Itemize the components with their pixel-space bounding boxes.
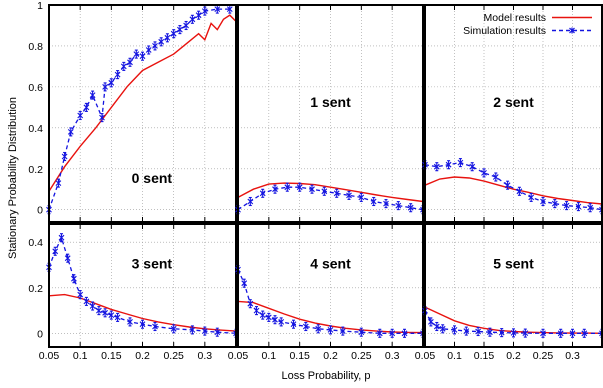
x-tick-label: 0.2 [506, 350, 521, 362]
panel-label: 2 sent [493, 94, 534, 110]
panel-label: 1 sent [310, 94, 351, 110]
simulation-point [140, 52, 145, 60]
simulation-point [242, 279, 247, 287]
simulation-point [96, 307, 101, 315]
x-axis-label: Loss Probability, p [281, 370, 370, 382]
panel-4: 0.05 0.1 0.15 0.2 0.25 0.3 4 sent [228, 224, 426, 362]
x-tick-label: 0.2 [323, 350, 338, 362]
panel-label: 5 sent [493, 255, 534, 271]
x-tick-label: 0.05 [228, 350, 249, 362]
legend-label-model: Model results [484, 12, 546, 24]
x-tick-label: 0.15 [289, 350, 310, 362]
simulation-point [165, 34, 170, 42]
x-tick-label: 0.25 [351, 350, 372, 362]
simulation-point [153, 42, 158, 50]
y-tick-label: 0.2 [28, 164, 43, 176]
series-model-line [425, 177, 602, 204]
panel-label: 4 sent [310, 255, 351, 271]
simulation-point [159, 38, 164, 46]
x-tick-label: 0.05 [415, 350, 436, 362]
x-tick-label: 0.3 [198, 350, 213, 362]
y-tick-label: 1 [37, 0, 43, 12]
simulation-point [115, 71, 120, 79]
x-tick-label: 0.25 [163, 350, 184, 362]
legend-label-simulation: Simulation results [463, 25, 546, 37]
x-tick-label: 0.3 [565, 350, 580, 362]
y-tick-label: 0.6 [28, 82, 43, 94]
y-tick-label: 0 [37, 205, 43, 217]
simulation-point [78, 112, 83, 120]
simulation-point [248, 198, 253, 206]
x-tick-label: 0.05 [39, 350, 60, 362]
panel-1: 1 sent [236, 5, 426, 222]
panel-0: 0 0.2 0.4 0.6 0.8 1 0 sent [28, 0, 236, 222]
x-tick-label: 0.3 [385, 350, 400, 362]
simulation-point [184, 22, 189, 30]
panel-label: 3 sent [132, 255, 173, 271]
y-tick-label: 0.2 [28, 283, 43, 295]
y-axis-label: Stationary Probability Distribution [7, 97, 19, 259]
x-tick-label: 0.1 [73, 350, 88, 362]
simulation-point [65, 254, 70, 262]
panel-2: 2 sent [423, 5, 603, 222]
simulation-point [146, 46, 151, 54]
y-tick-label: 0.4 [28, 123, 43, 135]
simulation-point [190, 15, 195, 23]
simulation-point [196, 11, 201, 19]
legend: Model results Simulation results [463, 12, 592, 37]
simulation-point [171, 30, 176, 38]
panel-label: 0 sent [132, 170, 173, 186]
simulation-point [529, 193, 534, 201]
simulation-point [470, 163, 475, 171]
x-tick-label: 0.25 [533, 350, 554, 362]
simulation-point [62, 153, 67, 161]
y-tick-label: 0 [37, 328, 43, 340]
simulation-point [53, 247, 58, 255]
x-tick-label: 0.15 [101, 350, 122, 362]
simulation-point [177, 26, 182, 34]
simulation-point [260, 311, 265, 319]
simulation-point [248, 300, 253, 308]
x-tick-label: 0.15 [474, 350, 495, 362]
x-tick-label: 0.1 [447, 350, 462, 362]
series-simulation-line [425, 163, 602, 210]
y-tick-label: 0.4 [28, 237, 43, 249]
x-tick-label: 0.1 [262, 350, 277, 362]
x-tick-label: 0.2 [135, 350, 150, 362]
panel-5: 0.05 0.1 0.15 0.2 0.25 0.3 5 sent [415, 224, 603, 362]
y-tick-label: 0.8 [28, 41, 43, 53]
panel-3: 0 0.2 0.4 0.05 0.1 0.15 0.2 0.25 0.3 3 sent [28, 224, 238, 362]
